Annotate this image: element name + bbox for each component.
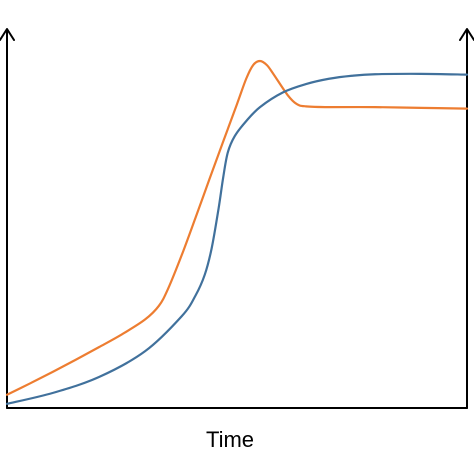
- y-axis-right: [459, 28, 474, 409]
- series-line-1: [5, 59, 469, 396]
- y-axis-left: [0, 28, 15, 409]
- x-axis-label: Time: [206, 427, 254, 452]
- y-axis-left-arrow-icon: [0, 28, 15, 41]
- series-line-2: [5, 72, 469, 405]
- y-axis-right-arrow-icon: [459, 28, 474, 41]
- series-layer: [5, 59, 469, 405]
